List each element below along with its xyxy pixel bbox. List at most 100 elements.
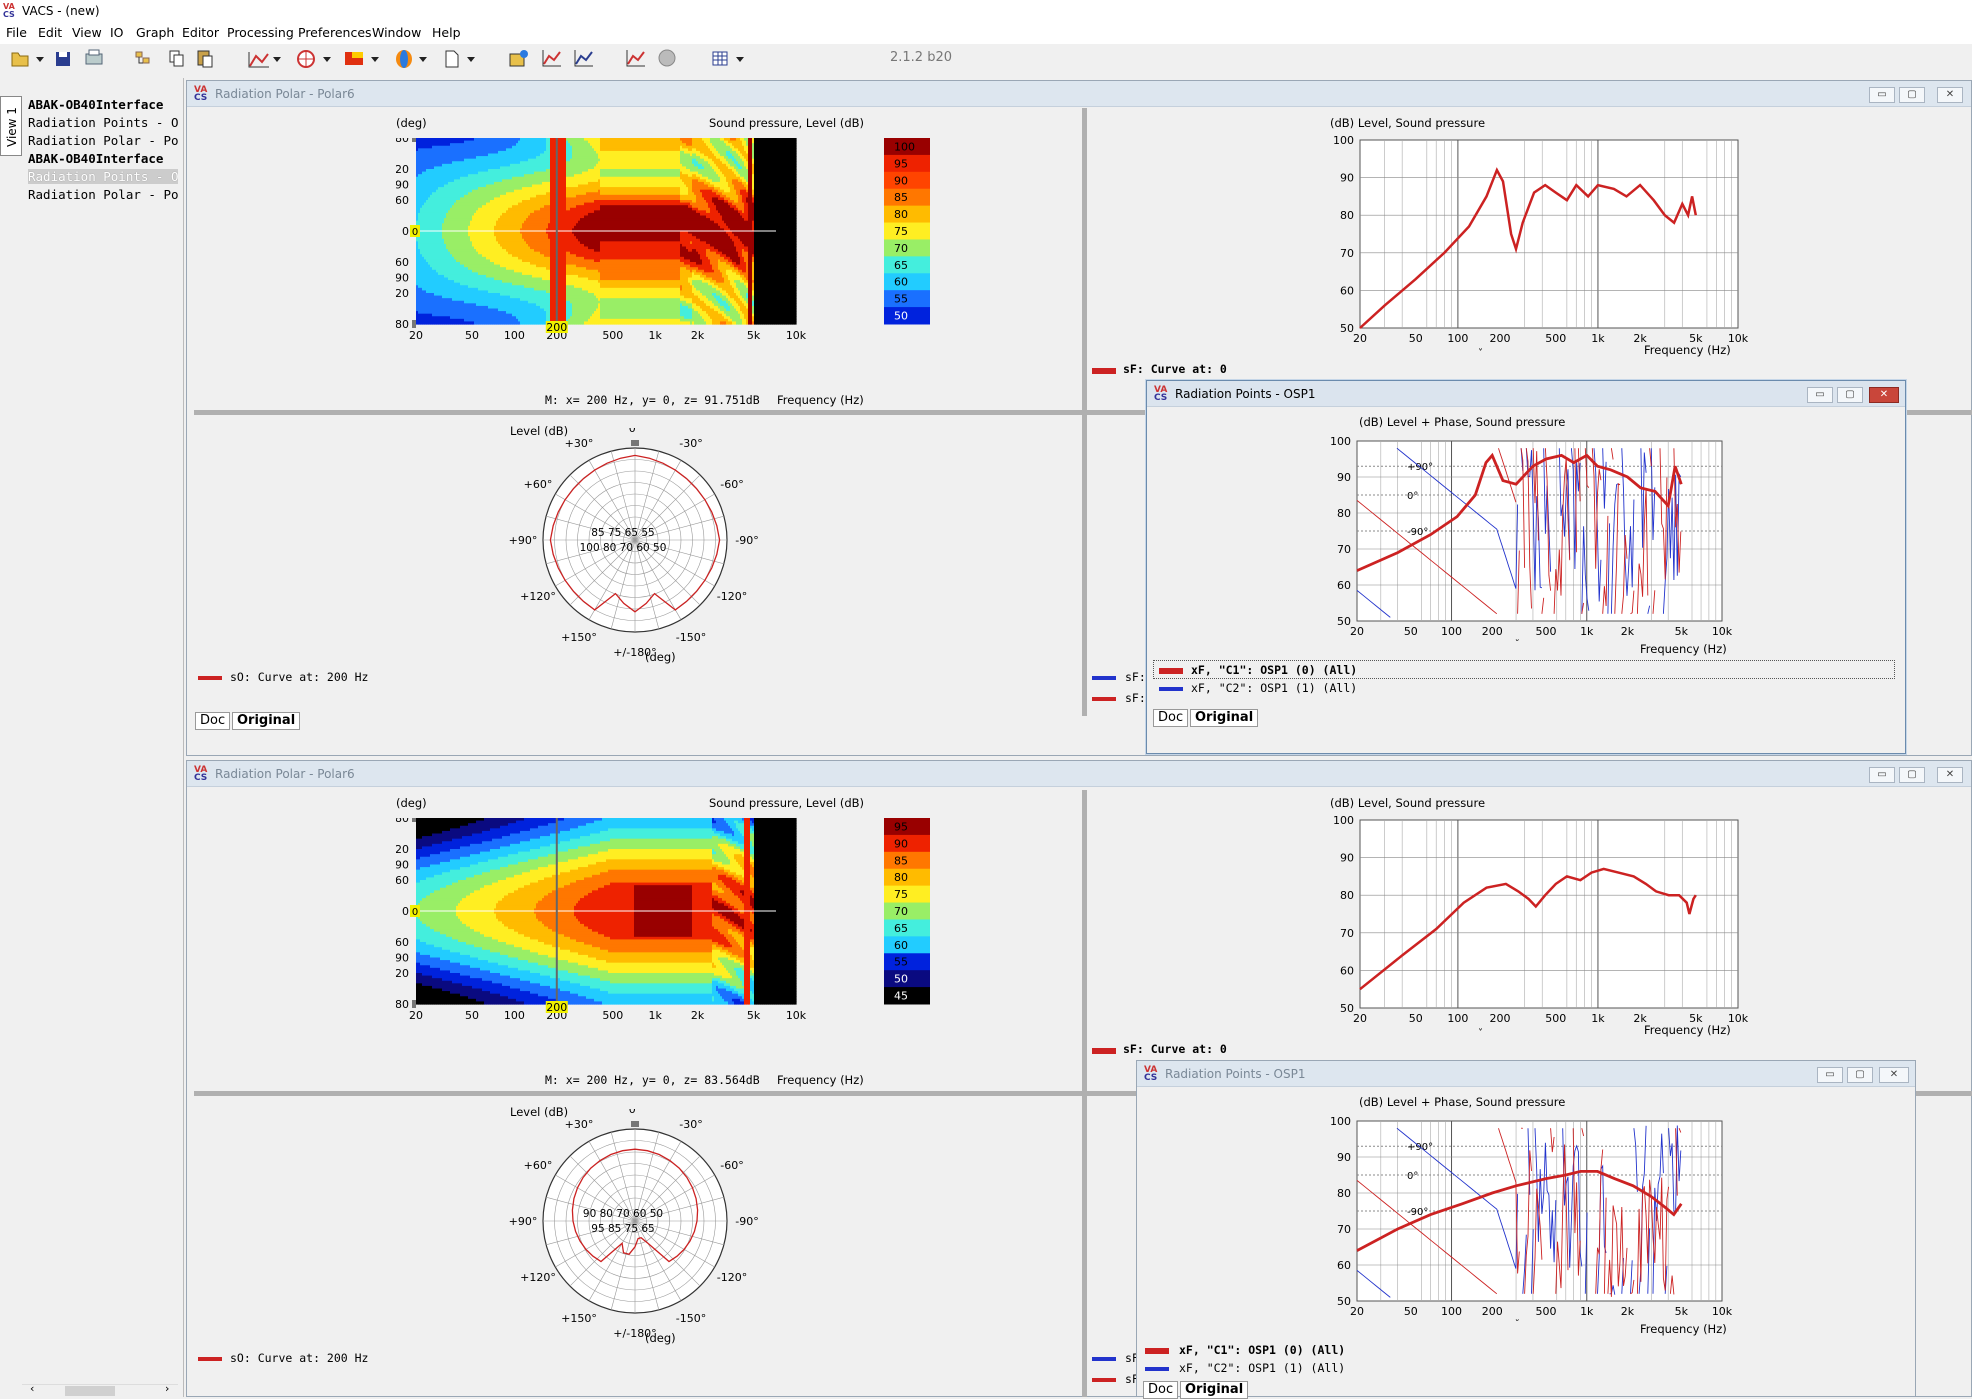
menu-edit[interactable]: Edit bbox=[38, 25, 62, 40]
heatmap-cell bbox=[462, 163, 465, 168]
heatmap-cell bbox=[472, 158, 475, 162]
heatmap-cell bbox=[534, 231, 537, 235]
maximize-button[interactable]: ▢ bbox=[1899, 87, 1925, 103]
minimize-button[interactable]: ▭ bbox=[1869, 87, 1895, 103]
calc-icon[interactable] bbox=[509, 50, 528, 67]
close-button[interactable]: ✕ bbox=[1937, 87, 1963, 103]
close-button[interactable]: ✕ bbox=[1937, 767, 1963, 783]
heatmap-cell bbox=[488, 305, 491, 310]
heatmap-cell bbox=[424, 145, 427, 149]
heatmap-cell bbox=[498, 259, 501, 263]
menu-preferences[interactable]: Preferences bbox=[298, 25, 372, 40]
tree-item-polar-2[interactable]: Radiation Polar - Polar6 bbox=[28, 187, 178, 202]
open-dropdown-icon[interactable] bbox=[36, 57, 44, 62]
heatmap-cell bbox=[518, 140, 521, 144]
polar-window-1-titlebar[interactable]: VA CS Radiation Polar - Polar6 ▭ ▢ ✕ bbox=[187, 81, 1971, 107]
balloon-dropdown-icon[interactable] bbox=[419, 57, 427, 62]
heatmap-cell bbox=[544, 282, 547, 286]
view-tab[interactable]: View 1 bbox=[0, 96, 22, 156]
paste-icon[interactable] bbox=[197, 50, 213, 68]
heatmap-cell bbox=[484, 295, 487, 299]
heatmap-cell bbox=[424, 205, 427, 209]
menu-help[interactable]: Help bbox=[432, 25, 461, 40]
heatmap-cell bbox=[482, 238, 485, 242]
heatmap-cell bbox=[530, 163, 533, 168]
heatmap-cell bbox=[530, 313, 533, 317]
heatmap-cell bbox=[524, 305, 527, 310]
heatmap-cell bbox=[478, 259, 481, 263]
heatmap-cell bbox=[546, 202, 549, 206]
new-doc-dropdown-icon[interactable] bbox=[467, 57, 475, 62]
minimize-button[interactable]: ▭ bbox=[1869, 767, 1895, 783]
balloon-icon[interactable] bbox=[396, 50, 412, 68]
stop-icon[interactable] bbox=[658, 49, 676, 67]
heatmap-cell bbox=[498, 228, 501, 232]
heatmap-cell bbox=[504, 316, 507, 320]
color-map-dropdown-icon[interactable] bbox=[371, 57, 379, 62]
heatmap-cell bbox=[486, 215, 489, 219]
heatmap-1[interactable]: 18012090600-60-90-120-18020501002005001k… bbox=[396, 138, 931, 378]
heatmap-cell bbox=[474, 249, 477, 253]
xdata-icon[interactable] bbox=[574, 50, 593, 67]
color-map-icon[interactable] bbox=[345, 52, 363, 65]
heatmap-cell bbox=[422, 197, 425, 201]
tree-item-points-1[interactable]: Radiation Points - OSP1 bbox=[28, 115, 178, 130]
polar-window-2-titlebar[interactable]: VA CS Radiation Polar - Polar6 ▭ ▢ ✕ bbox=[187, 761, 1971, 787]
heatmap-cell bbox=[424, 210, 427, 214]
left-panel-scroll-thumb[interactable] bbox=[65, 1386, 115, 1396]
tree-item-doc-1[interactable]: ABAK-OB40Interface bbox=[28, 97, 178, 112]
menu-editor[interactable]: Editor bbox=[182, 25, 219, 40]
heatmap-cell bbox=[532, 169, 535, 173]
heatmap-cell bbox=[524, 236, 527, 240]
graph-icon[interactable] bbox=[248, 52, 269, 68]
menu-view[interactable]: View bbox=[72, 25, 102, 40]
ydata-icon[interactable] bbox=[542, 50, 561, 67]
heatmap-cell bbox=[468, 254, 471, 258]
tree-item-doc-2[interactable]: ABAK-OB40Interface bbox=[28, 151, 178, 166]
menu-file[interactable]: File bbox=[6, 25, 27, 40]
heatmap-cell bbox=[418, 295, 421, 299]
heatmap-cell bbox=[460, 300, 463, 304]
heatmap-cell bbox=[476, 318, 479, 323]
menu-io[interactable]: IO bbox=[110, 25, 124, 40]
heatmap-cell bbox=[446, 233, 449, 237]
heatmap-cell bbox=[538, 143, 541, 147]
grid-dropdown-icon[interactable] bbox=[736, 57, 744, 62]
scroll-left-icon[interactable]: ‹ bbox=[30, 1382, 34, 1395]
menu-graph[interactable]: Graph bbox=[136, 25, 174, 40]
polar-dropdown-icon[interactable] bbox=[323, 57, 331, 62]
open-icon[interactable] bbox=[11, 52, 29, 67]
heatmap-cell bbox=[470, 166, 473, 170]
heatmap-cell bbox=[454, 308, 457, 312]
heatmap-cell bbox=[526, 161, 529, 165]
heatmap-cell bbox=[536, 277, 539, 281]
save-icon[interactable] bbox=[56, 52, 70, 66]
chart-add-icon[interactable] bbox=[626, 50, 645, 67]
heatmap-cell bbox=[496, 321, 499, 325]
splitter-vertical-1[interactable] bbox=[1082, 108, 1087, 716]
maximize-button[interactable]: ▢ bbox=[1899, 767, 1925, 783]
tree-icon[interactable] bbox=[135, 51, 150, 64]
menu-processing[interactable]: Processing bbox=[227, 25, 294, 40]
heatmap-cell bbox=[418, 236, 421, 240]
heatmap-cell bbox=[524, 318, 527, 323]
menu-window[interactable]: Window bbox=[372, 25, 421, 40]
heatmap-cell bbox=[480, 254, 483, 258]
tree-item-polar-1[interactable]: Radiation Polar - Polar6 bbox=[28, 133, 178, 148]
new-doc-icon[interactable] bbox=[445, 50, 459, 68]
polar-icon[interactable] bbox=[297, 50, 315, 68]
grid-icon[interactable] bbox=[712, 51, 728, 66]
heatmap-cell bbox=[504, 267, 507, 271]
heatmap-cell bbox=[506, 158, 509, 162]
heatmap-cell bbox=[416, 262, 419, 266]
print-icon[interactable] bbox=[85, 49, 103, 65]
heatmap-cell bbox=[512, 153, 515, 157]
heatmap-cell bbox=[472, 274, 475, 279]
splitter-vertical-2[interactable] bbox=[1082, 790, 1087, 1397]
tree-item-points-2[interactable]: Radiation Points - OSP1 bbox=[28, 169, 178, 184]
graph-dropdown-icon[interactable] bbox=[273, 57, 281, 62]
heatmap-cell bbox=[476, 205, 479, 209]
heatmap-cell bbox=[424, 305, 427, 310]
copy-icon[interactable] bbox=[169, 50, 184, 67]
scroll-right-icon[interactable]: › bbox=[165, 1382, 169, 1395]
